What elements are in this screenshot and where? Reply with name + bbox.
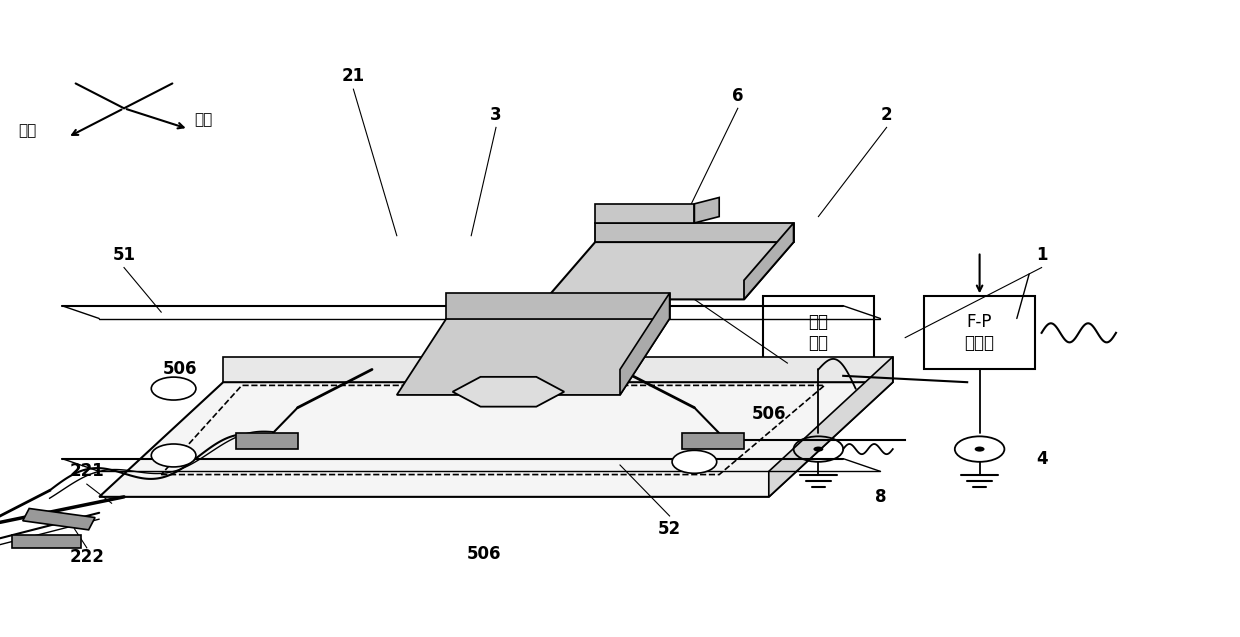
Text: 52: 52 [658, 520, 681, 538]
Polygon shape [223, 357, 893, 382]
Text: 221: 221 [69, 462, 104, 480]
Bar [682, 433, 744, 449]
Text: 51: 51 [113, 246, 135, 264]
Bar [12, 535, 81, 548]
Text: 1: 1 [1035, 246, 1048, 264]
Text: 横向: 横向 [195, 112, 213, 127]
Text: 纵向: 纵向 [19, 124, 37, 138]
Polygon shape [446, 293, 670, 318]
Circle shape [813, 447, 823, 452]
Polygon shape [397, 318, 670, 395]
Bar [924, 296, 1035, 369]
Text: 506: 506 [751, 405, 786, 423]
Text: 21: 21 [342, 68, 365, 85]
Polygon shape [595, 204, 694, 223]
Bar [236, 433, 298, 449]
Polygon shape [453, 377, 564, 406]
Text: F-P
解调仪: F-P 解调仪 [965, 313, 994, 352]
Text: 222: 222 [69, 548, 104, 566]
Text: 驱动
电源: 驱动 电源 [808, 313, 828, 352]
Text: 4: 4 [1035, 450, 1048, 468]
Text: 506: 506 [162, 361, 197, 378]
Circle shape [975, 447, 985, 452]
Polygon shape [99, 382, 893, 497]
Polygon shape [546, 242, 794, 299]
Circle shape [151, 444, 196, 467]
Text: 2: 2 [880, 106, 893, 124]
Text: 3: 3 [490, 106, 502, 124]
Text: 506: 506 [466, 545, 501, 563]
Bar [22, 508, 95, 530]
Polygon shape [744, 223, 794, 299]
Circle shape [672, 450, 717, 473]
Polygon shape [769, 357, 893, 497]
Circle shape [151, 377, 196, 400]
Bar [763, 296, 874, 369]
Text: 7: 7 [688, 278, 701, 296]
Polygon shape [694, 197, 719, 223]
Polygon shape [595, 223, 794, 242]
Text: 6: 6 [732, 87, 744, 104]
Polygon shape [620, 293, 670, 395]
Text: 8: 8 [874, 488, 887, 506]
